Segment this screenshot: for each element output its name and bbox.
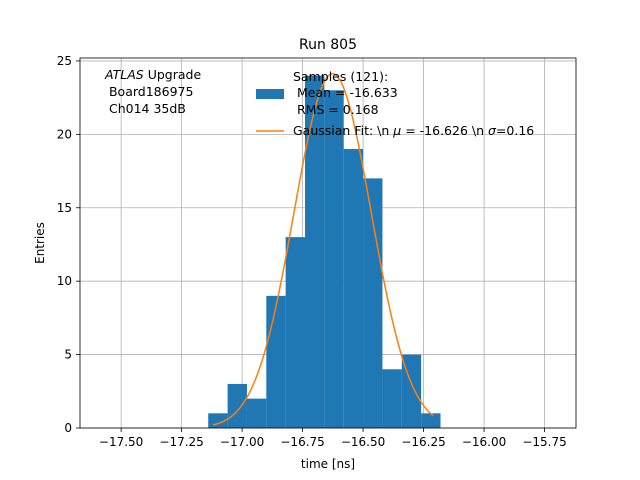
x-tick-label: −17.00 <box>220 435 264 449</box>
x-tick-label: −16.25 <box>401 435 445 449</box>
legend-histogram-line-3: RMS = 0.168 <box>293 102 379 117</box>
legend-histogram-swatch <box>256 89 284 99</box>
x-tick-label: −16.50 <box>341 435 385 449</box>
annotation-line-1: Upgrade <box>144 67 202 82</box>
histogram-bar <box>266 295 286 428</box>
legend-fit-label: Gaussian Fit: \n μ = -16.626 \n σ=0.16 <box>293 123 534 138</box>
histogram-bar <box>285 237 306 428</box>
plot-frame <box>79 57 577 429</box>
x-tick-label: −17.50 <box>99 435 143 449</box>
x-axis-ticks: −17.50 −17.25 −17.00 −16.75 −16.50 −16.25 −16.… <box>99 428 567 449</box>
x-axis-label: time [ns] <box>301 457 355 471</box>
atlas-label: ATLAS <box>104 67 144 82</box>
y-tick-label: 0 <box>64 421 72 435</box>
annotation-line-3: Ch014 35dB <box>105 101 186 116</box>
histogram-bar <box>421 413 441 428</box>
gaussian-fit-line <box>212 72 434 426</box>
atlas-annotation: ATLAS Upgrade Board186975 Ch014 35dB <box>104 67 201 116</box>
histogram-bar <box>305 75 325 428</box>
histogram-bar <box>363 178 383 428</box>
y-tick-label: 25 <box>57 54 72 68</box>
x-tick-label: −17.25 <box>159 435 203 449</box>
annotation-line-2: Board186975 <box>105 84 193 99</box>
y-tick-label: 15 <box>57 201 72 215</box>
histogram-bar <box>227 383 247 428</box>
x-tick-label: −16.00 <box>462 435 506 449</box>
histogram-bar <box>382 369 402 428</box>
histogram-bar <box>343 149 364 429</box>
chart-title: Run 805 <box>299 37 357 53</box>
legend-histogram-line-2: Mean = -16.633 <box>293 85 398 100</box>
legend-histogram-line-1: Samples (121): <box>293 69 388 84</box>
histogram-bars <box>208 75 441 429</box>
x-tick-label: −16.75 <box>280 435 324 449</box>
y-tick-label: 10 <box>57 274 72 288</box>
y-tick-label: 20 <box>57 127 72 141</box>
y-tick-label: 5 <box>64 348 72 362</box>
svg-text:ATLAS Upgrade: ATLAS Upgrade <box>104 67 201 82</box>
legend: Samples (121): Mean = -16.633 RMS = 0.16… <box>256 69 534 138</box>
histogram-bar <box>324 90 344 429</box>
y-axis-label: Entries <box>33 222 47 264</box>
y-axis-ticks: 0 5 10 15 20 25 <box>57 54 80 435</box>
x-tick-label: −15.75 <box>522 435 566 449</box>
histogram-bar <box>246 398 267 428</box>
